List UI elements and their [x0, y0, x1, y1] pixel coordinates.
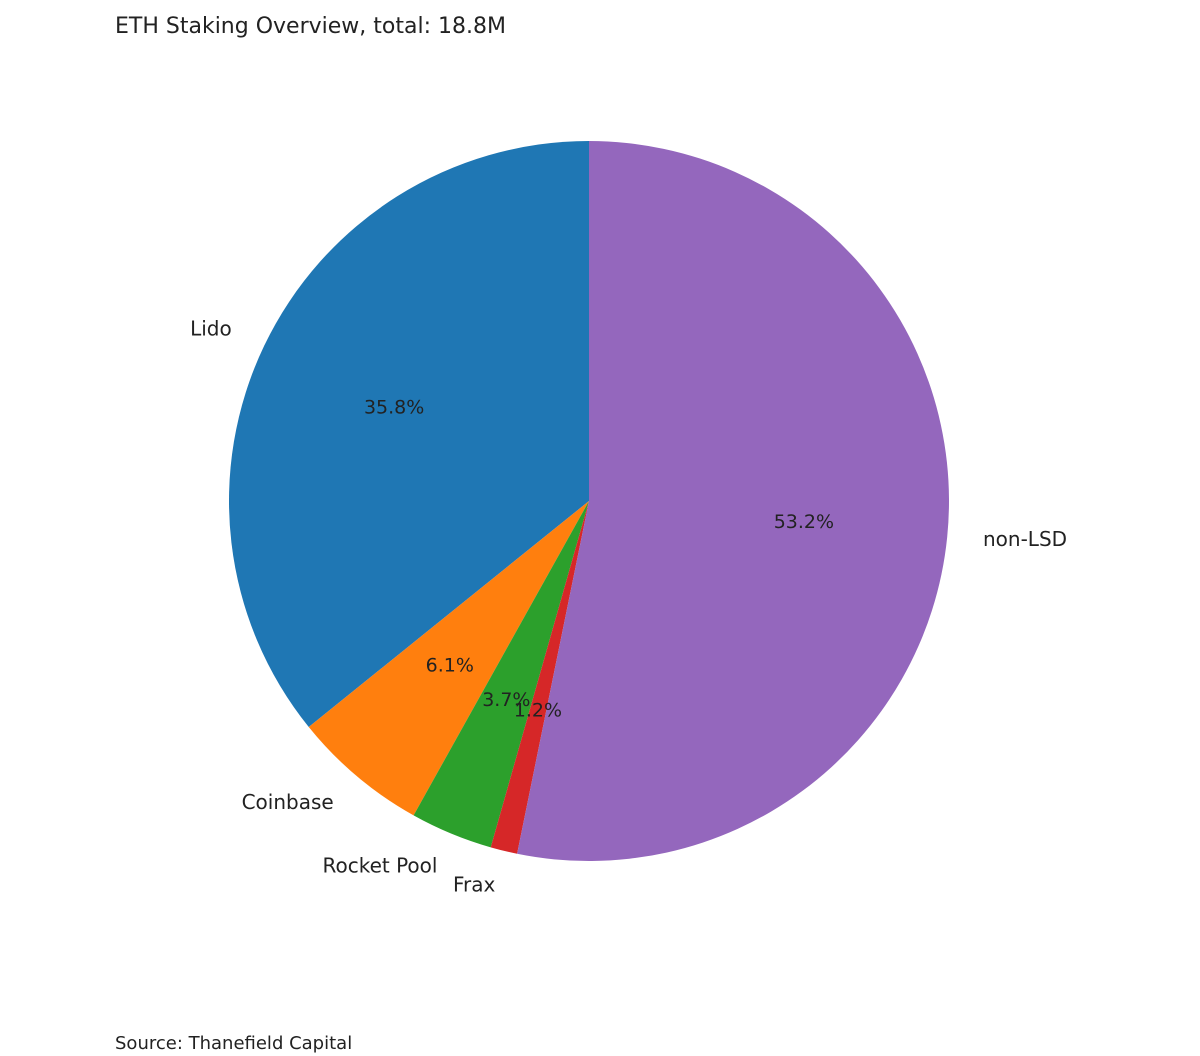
slice-percent-non-lsd: 53.2% — [774, 511, 834, 533]
chart-source: Source: Thanefield Capital — [115, 1033, 353, 1054]
slice-label-lido: Lido — [190, 317, 232, 341]
pie-slices — [229, 141, 950, 861]
slice-label-non-lsd: non-LSD — [983, 527, 1067, 551]
pie-labels: Lido 35.8% Coinbase 6.1% Rocket Pool 3.7% Frax… — [190, 317, 1067, 897]
pie-slice-rocket-pool — [413, 501, 589, 848]
slice-label-rocket-pool: Rocket Pool — [322, 853, 437, 877]
pie-slice-coinbase — [308, 501, 589, 816]
slice-percent-lido: 35.8% — [364, 396, 424, 418]
chart-title: ETH Staking Overview, total: 18.8M — [115, 14, 506, 39]
slice-label-frax: Frax — [453, 872, 496, 896]
pie-slice-lido — [229, 141, 590, 727]
slice-percent-rocket-pool: 3.7% — [482, 689, 530, 711]
slice-label-coinbase: Coinbase — [242, 790, 334, 814]
slice-percent-frax: 1.2% — [514, 699, 562, 721]
pie-slice-frax — [490, 501, 589, 854]
slice-percent-coinbase: 6.1% — [426, 655, 474, 677]
pie-slice-non-lsd — [517, 141, 950, 861]
